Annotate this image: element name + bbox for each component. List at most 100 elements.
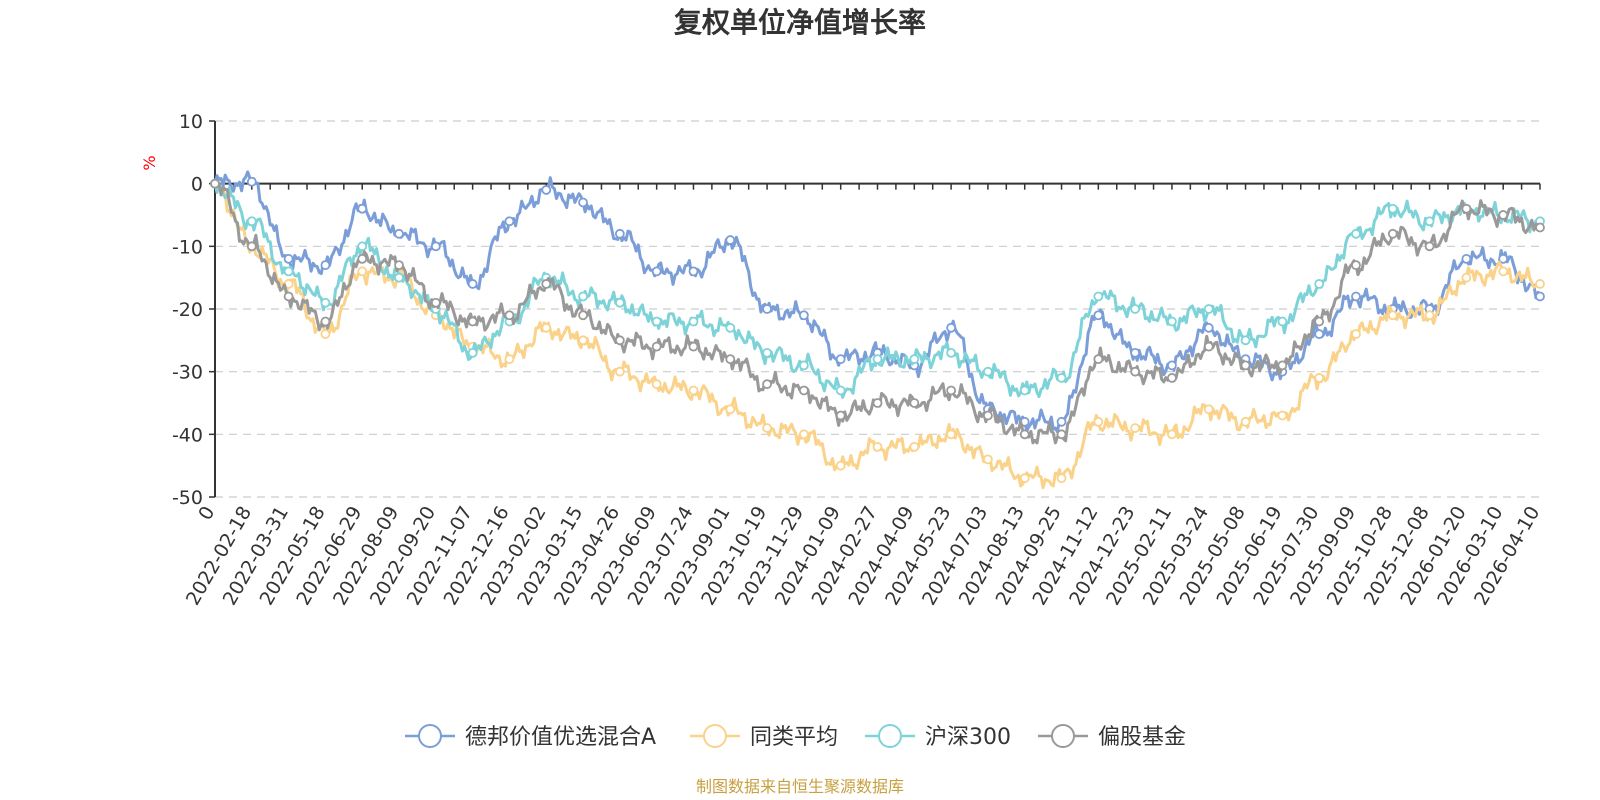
legend-label: 同类平均 [750,725,838,750]
legend-item-1[interactable]: 同类平均 [690,724,838,750]
data-point-0 [1203,322,1214,333]
data-point-2 [1424,216,1435,227]
chart-title: 复权单位净值增长率 [674,6,926,39]
legend-label: 德邦价值优选混合A [465,725,656,750]
data-point-2 [1240,335,1251,346]
data-point-2 [614,297,625,308]
data-point-2 [725,322,736,333]
data-point-0 [357,203,368,214]
data-point-2 [1277,316,1288,327]
legend-marker-icon [703,724,727,748]
data-point-1 [1019,473,1030,484]
data-point-1 [1203,404,1214,415]
data-point-3 [1277,360,1288,371]
data-point-2 [983,366,993,377]
data-point-0 [578,197,588,208]
data-point-2 [1387,203,1398,214]
data-point-3 [210,178,220,189]
series-lines [210,170,1545,490]
data-point-2 [357,241,368,252]
data-point-2 [798,360,809,371]
data-point-2 [651,316,662,327]
data-point-0 [725,235,736,245]
y-tick-label: -40 [172,424,203,446]
data-point-2 [762,347,772,358]
data-point-1 [1240,416,1251,427]
data-point-1 [725,404,736,415]
data-point-1 [357,266,368,277]
data-point-3 [1056,429,1067,440]
data-point-2 [283,266,294,277]
data-point-0 [835,354,846,365]
data-point-1 [1461,272,1472,283]
data-point-2 [1167,316,1177,327]
data-point-0 [651,266,662,277]
data-point-2 [1056,373,1067,383]
data-point-1 [688,385,699,396]
data-point-0 [467,279,478,289]
data-point-1 [1314,373,1325,383]
data-point-3 [504,310,515,321]
data-point-0 [1130,347,1141,358]
data-point-3 [762,379,772,390]
data-point-1 [835,460,846,471]
data-point-1 [541,322,552,333]
y-axis-unit-label: % [140,155,159,170]
data-point-2 [946,347,957,358]
legend: 德邦价值优选混合A 同类平均 沪深300 偏股基金 [405,724,1186,750]
data-point-0 [946,322,957,333]
data-point-1 [1277,410,1288,421]
series-line-0 [213,170,1542,434]
data-point-3 [1203,341,1214,352]
data-point-3 [1387,228,1398,239]
data-point-1 [1387,310,1398,321]
data-point-2 [688,316,699,327]
data-point-3 [983,410,993,421]
y-tick-label: -10 [172,236,203,258]
data-point-1 [798,429,809,440]
data-point-3 [1130,366,1141,377]
legend-item-3[interactable]: 偏股基金 [1038,724,1186,750]
y-tick-label: 0 [191,174,203,196]
data-point-2 [835,385,846,396]
data-point-3 [1314,316,1325,327]
legend-item-0[interactable]: 德邦价值优选混合A [405,724,656,750]
data-point-3 [394,260,404,271]
data-point-1 [909,441,920,452]
data-point-1 [614,366,625,377]
data-point-3 [283,291,294,302]
data-point-3 [872,398,883,408]
data-point-3 [1498,210,1509,220]
data-point-0 [1535,291,1545,302]
data-point-3 [1461,203,1472,214]
data-point-1 [983,454,993,465]
data-point-1 [1167,429,1177,440]
data-point-3 [467,316,478,327]
data-point-1 [504,354,515,365]
legend-marker-icon [1051,724,1075,748]
data-point-2 [246,216,257,227]
data-point-3 [614,335,625,346]
data-point-1 [578,335,588,346]
data-point-3 [1019,429,1030,440]
data-point-2 [1203,304,1214,314]
data-point-0 [283,253,294,264]
legend-item-2[interactable]: 沪深300 [865,724,1011,750]
legend-label: 沪深300 [925,725,1011,750]
data-point-3 [1424,241,1435,252]
data-point-1 [762,423,772,433]
data-point-1 [872,441,883,452]
data-point-2 [394,272,404,283]
data-point-0 [798,310,809,321]
data-point-2 [1019,385,1030,396]
data-point-0 [1167,360,1177,371]
data-point-3 [578,310,588,321]
data-point-3 [541,279,552,289]
data-point-3 [798,385,809,396]
data-point-0 [688,266,699,277]
data-point-3 [835,410,846,421]
data-point-3 [1167,373,1177,383]
data-point-1 [1535,279,1545,289]
data-point-3 [946,385,957,396]
